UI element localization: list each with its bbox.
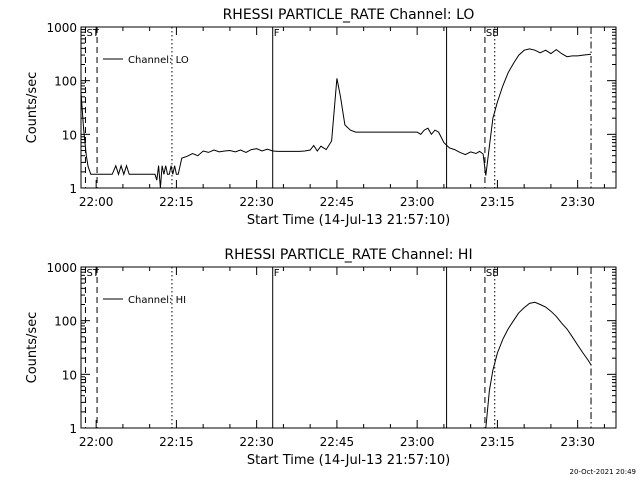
x-axis-label: Start Time (14-Jul-13 21:57:10)	[247, 453, 450, 468]
y-tick-label: 1000	[46, 21, 77, 35]
legend-entry: Channel: LO	[128, 55, 189, 66]
chart-panel-1: RHESSI PARTICLE_RATE Channel: LO 22:00 22:…	[25, 7, 617, 228]
chart-title: RHESSI PARTICLE_RATE Channel: LO	[223, 7, 475, 23]
timestamp-label: 20-Oct-2021 20:49	[570, 468, 636, 476]
y-tick-label: 1000	[46, 261, 77, 275]
x-tick-label: 23:00	[400, 195, 435, 209]
chart-panel-2: RHESSI PARTICLE_RATE Channel: HI 22:00 22:…	[25, 247, 617, 468]
y-axis-label: Counts/sec	[25, 312, 40, 384]
x-tick-label: 23:00	[400, 435, 435, 449]
x-tick-label: 22:00	[79, 195, 114, 209]
y-tick-label: 10	[62, 368, 77, 382]
x-axis-label: Start Time (14-Jul-13 21:57:10)	[247, 213, 450, 228]
x-tick-label: 23:30	[560, 435, 595, 449]
x-tick-label: 23:30	[560, 195, 595, 209]
legend-entry: Channel: HI	[128, 295, 186, 306]
y-tick-label: 1	[69, 422, 77, 436]
event-marker-label: SE	[486, 268, 499, 279]
x-tick-label: 22:45	[320, 435, 355, 449]
event-marker-label: ST	[86, 28, 99, 39]
x-tick-label: 22:30	[239, 195, 274, 209]
y-tick-label: 100	[54, 315, 77, 329]
event-marker-label: F	[274, 268, 280, 279]
plot-frame	[80, 26, 617, 189]
x-tick-label: 22:30	[239, 435, 274, 449]
event-marker-label: ST	[86, 268, 99, 279]
x-tick-label: 23:15	[480, 435, 515, 449]
x-tick-label: 22:45	[320, 195, 355, 209]
data-series-line	[80, 48, 592, 189]
x-tick-label: 22:15	[159, 195, 194, 209]
x-tick-label: 22:15	[159, 435, 194, 449]
x-tick-label: 22:00	[79, 435, 114, 449]
data-series-line	[485, 301, 592, 429]
y-tick-label: 100	[54, 75, 77, 89]
event-marker-label: F	[274, 28, 280, 39]
y-axis-label: Counts/sec	[25, 72, 40, 144]
y-tick-label: 10	[62, 128, 77, 142]
chart-title: RHESSI PARTICLE_RATE Channel: HI	[224, 247, 472, 263]
event-marker-label: SE	[486, 28, 499, 39]
x-tick-label: 23:15	[480, 195, 515, 209]
y-tick-label: 1	[69, 182, 77, 196]
plot-frame	[80, 266, 617, 429]
